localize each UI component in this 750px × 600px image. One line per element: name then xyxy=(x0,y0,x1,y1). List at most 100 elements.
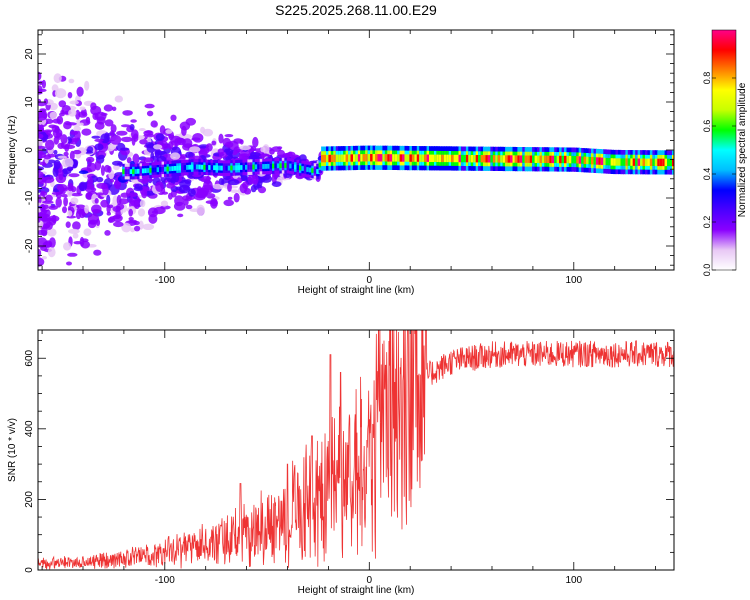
ridge-cell xyxy=(419,154,423,162)
heatmap-blob xyxy=(108,217,115,223)
colorbar-tick-label: 0.2 xyxy=(702,216,712,229)
heatmap-blob xyxy=(168,134,175,139)
ridge-cell xyxy=(387,154,391,162)
heatmap-blob xyxy=(55,197,62,208)
heatmap-blob xyxy=(200,126,206,134)
ridge-cell xyxy=(272,163,276,169)
heatmap-blob xyxy=(62,157,74,169)
heatmap-blob xyxy=(69,100,79,105)
y-tick-label: 0 xyxy=(24,147,35,153)
ridge-cell xyxy=(345,154,349,162)
heatmap-blob xyxy=(260,146,266,153)
y-tick-label: 400 xyxy=(24,420,35,437)
ridge-cell xyxy=(237,165,241,170)
heatmap-blob xyxy=(170,114,177,122)
ridge-cell xyxy=(586,156,590,165)
y-tick-label: -10 xyxy=(24,190,35,205)
ridge-cell xyxy=(517,155,521,163)
heatmap-blob xyxy=(146,110,154,117)
ridge-cell xyxy=(613,158,617,166)
ridge-cell xyxy=(124,169,129,174)
ridge-cell xyxy=(416,154,421,162)
snr-frame xyxy=(37,329,675,571)
ridge-cell xyxy=(168,166,173,172)
heatmap-blob xyxy=(53,149,58,155)
heatmap-blob xyxy=(67,210,73,217)
ridge-cell xyxy=(502,155,507,163)
ridge-cell xyxy=(551,155,556,164)
ridge-cell xyxy=(394,154,399,162)
ridge-cell xyxy=(205,165,210,170)
heatmap-blob xyxy=(53,136,59,145)
ridge-cell xyxy=(159,167,163,172)
ridge-cell xyxy=(208,165,212,170)
heatmap-blob xyxy=(68,78,75,84)
heatmap-blob xyxy=(81,128,92,136)
heatmap-blob xyxy=(67,252,78,257)
heatmap-blob xyxy=(142,223,155,230)
heatmap-blob xyxy=(155,133,165,141)
ridge-cell xyxy=(382,154,386,162)
heatmap-blob xyxy=(133,220,140,226)
ridge-cell xyxy=(409,154,413,162)
x-tick-label: 0 xyxy=(367,575,373,586)
heatmap-blob xyxy=(227,182,232,192)
heatmap-blob xyxy=(96,116,106,125)
ridge-cell xyxy=(286,163,291,168)
heatmap-blob xyxy=(80,240,90,249)
ridge-cell xyxy=(573,156,578,164)
ridge-cell xyxy=(328,154,332,163)
ridge-cell xyxy=(588,156,592,165)
heatmap-blob xyxy=(170,152,181,160)
ridge-cell xyxy=(566,155,570,164)
ridge-cell xyxy=(350,154,354,162)
ridge-cell xyxy=(200,164,205,170)
heatmap-blob xyxy=(87,176,94,187)
ridge-cell xyxy=(355,154,359,162)
heatmap-blob xyxy=(121,222,132,233)
ridge-cell xyxy=(451,154,455,163)
ridge-cell xyxy=(380,154,384,162)
ridge-cell xyxy=(622,158,627,166)
heatmap-blob xyxy=(188,188,196,197)
heatmap-blob xyxy=(233,192,240,203)
ridge-cell xyxy=(257,164,261,170)
ridge-cell xyxy=(316,169,320,174)
spectrogram-x-label: Height of straight line (km) xyxy=(298,285,415,296)
spectrogram-y-ticks: -20 -10 0 10 20 xyxy=(24,34,674,266)
heatmap-blob xyxy=(182,195,190,201)
heatmap-blob xyxy=(118,198,129,205)
heatmap-blob xyxy=(147,207,159,218)
y-tick-label: 200 xyxy=(24,491,35,508)
heatmap-blob xyxy=(218,133,224,144)
colorbar-tick-label: 0.0 xyxy=(702,264,712,277)
heatmap-blob xyxy=(61,194,69,198)
heatmap-blob xyxy=(70,197,79,205)
heatmap-blob xyxy=(122,110,133,116)
heatmap-blob xyxy=(126,157,132,164)
ridge-cell xyxy=(188,164,192,170)
colorbar-label: Normalized spectral amplitude xyxy=(737,82,748,217)
ridge-cell xyxy=(294,164,298,170)
heatmap-blob xyxy=(56,184,68,191)
heatmap-blob xyxy=(256,184,263,189)
ridge-cell xyxy=(647,158,651,166)
ridge-cell xyxy=(407,154,411,162)
ridge-cell xyxy=(529,155,534,163)
ridge-cell xyxy=(156,167,160,173)
heatmap-blob xyxy=(67,92,73,99)
ridge-cell xyxy=(581,156,585,164)
ridge-cell xyxy=(507,155,511,163)
heatmap-blob xyxy=(176,138,186,146)
heatmap-blob xyxy=(94,138,104,142)
heatmap-blob xyxy=(230,189,239,193)
ridge-cell xyxy=(527,155,531,163)
heatmap-blob xyxy=(168,141,174,150)
ridge-cell xyxy=(365,154,369,162)
ridge-cell xyxy=(571,155,575,164)
ridge-cell xyxy=(139,168,143,174)
ridge-cell xyxy=(127,169,131,174)
heatmap-blob xyxy=(68,109,77,117)
heatmap-blob xyxy=(65,221,71,228)
ridge-cell xyxy=(289,163,293,169)
